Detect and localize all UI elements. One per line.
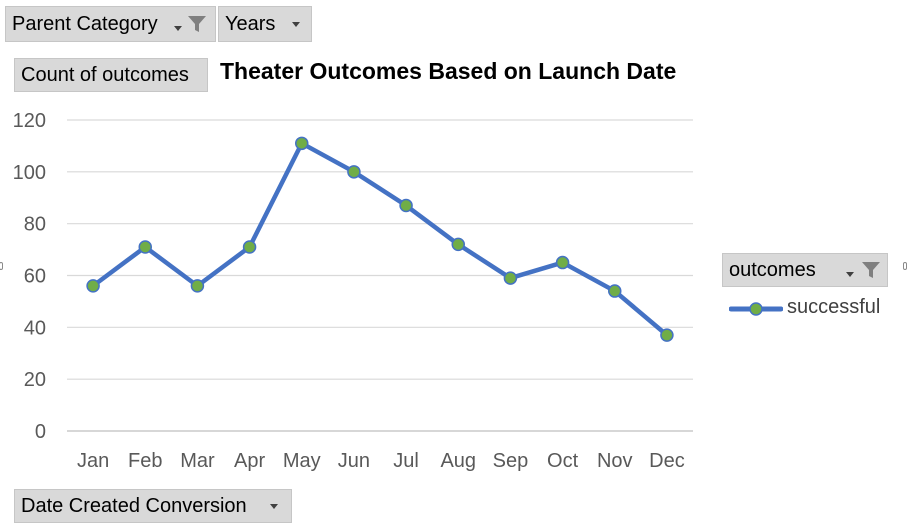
parent-category-label: Parent Category <box>12 12 158 35</box>
outcomes-legend-filter-button[interactable]: outcomes <box>722 253 888 287</box>
outcomes-legend-field-label: outcomes <box>729 258 816 281</box>
resize-handle[interactable] <box>903 262 907 270</box>
y-tick-label: 100 <box>13 162 46 184</box>
axis-field-label: Date Created Conversion <box>21 494 247 517</box>
parent-category-filter-button[interactable]: Parent Category <box>5 6 216 42</box>
x-tick-label: Apr <box>234 450 265 472</box>
data-point <box>660 328 674 342</box>
chart-title: Theater Outcomes Based on Launch Date <box>220 58 677 84</box>
y-tick-label: 60 <box>24 266 46 288</box>
line-chart: 0 20 40 60 80 100 120 Jan Feb Mar Apr May Jun Jul Aug S… <box>13 110 693 472</box>
x-tick-label: Sep <box>493 450 529 472</box>
resize-handle[interactable] <box>0 262 3 270</box>
x-tick-label: Oct <box>547 450 579 472</box>
funnel-icon <box>859 254 883 286</box>
caret-down-icon <box>267 490 281 522</box>
values-field-button[interactable]: Count of outcomes <box>14 58 208 92</box>
x-tick-label: Jan <box>77 450 109 472</box>
caret-down-icon <box>171 7 185 41</box>
caret-down-icon <box>289 7 303 41</box>
funnel-icon <box>185 7 209 41</box>
data-point <box>138 240 152 254</box>
y-tick-label: 0 <box>35 421 46 443</box>
years-filter-button[interactable]: Years <box>218 6 312 42</box>
data-point <box>295 136 309 151</box>
x-tick-label: Jul <box>393 450 419 472</box>
y-tick-label: 40 <box>24 317 46 339</box>
x-tick-label: May <box>283 450 321 472</box>
caret-down-icon <box>843 254 857 286</box>
data-point <box>242 240 257 254</box>
x-tick-label: Mar <box>180 450 215 472</box>
y-tick-label: 120 <box>13 110 46 132</box>
x-tick-label: Nov <box>597 450 633 472</box>
data-point <box>86 279 100 293</box>
series-line <box>90 141 670 338</box>
axis-field-button[interactable]: Date Created Conversion <box>14 489 292 523</box>
data-point <box>451 237 465 252</box>
x-tick-label: Aug <box>440 450 476 472</box>
data-point <box>608 284 622 298</box>
legend-series-label: successful <box>787 296 881 318</box>
legend-swatch <box>728 299 784 319</box>
x-tick-label: Feb <box>128 450 162 472</box>
data-point <box>555 255 570 270</box>
data-point <box>347 165 361 179</box>
y-tick-label: 20 <box>24 369 46 391</box>
x-tick-label: Jun <box>338 450 370 472</box>
x-tick-label: Dec <box>649 450 685 472</box>
values-field-label: Count of outcomes <box>21 63 189 86</box>
y-tick-label: 80 <box>24 214 46 236</box>
data-point <box>190 279 205 293</box>
years-label: Years <box>225 12 276 35</box>
data-point <box>503 271 518 285</box>
data-point <box>399 198 413 213</box>
